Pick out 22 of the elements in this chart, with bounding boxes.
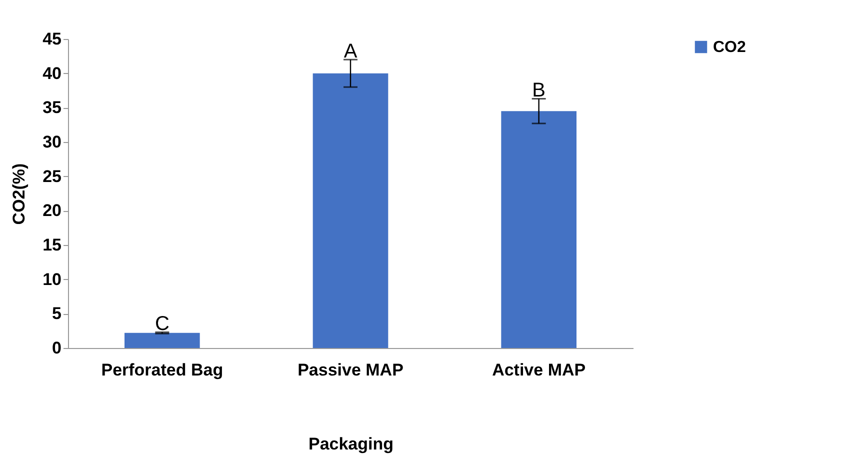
y-tick-label: 20 bbox=[42, 201, 62, 220]
x-tick-label: Active MAP bbox=[492, 360, 586, 380]
annotation: A bbox=[344, 40, 358, 63]
y-tick-label: 30 bbox=[42, 132, 62, 152]
x-tick-label: Passive MAP bbox=[298, 360, 404, 380]
y-tick-label: 0 bbox=[52, 338, 62, 358]
annotation: B bbox=[532, 80, 546, 102]
y-tick-label: 35 bbox=[42, 98, 62, 118]
y-axis-title: CO2(%) bbox=[10, 163, 29, 225]
x-axis-title: Packaging bbox=[308, 434, 394, 454]
x-tick-label: Perforated Bag bbox=[101, 360, 224, 380]
bar bbox=[124, 332, 200, 348]
legend-label: CO2 bbox=[713, 39, 746, 56]
y-tick-label: 45 bbox=[42, 30, 62, 48]
y-tick-label: 5 bbox=[52, 304, 62, 324]
y-tick-label: 25 bbox=[42, 166, 62, 186]
bar bbox=[312, 73, 388, 348]
annotation: C bbox=[154, 313, 170, 336]
y-tick-label: 10 bbox=[42, 270, 62, 289]
y-tick-label: 40 bbox=[42, 64, 62, 83]
bar bbox=[501, 111, 576, 348]
y-tick-label: 15 bbox=[42, 236, 62, 254]
